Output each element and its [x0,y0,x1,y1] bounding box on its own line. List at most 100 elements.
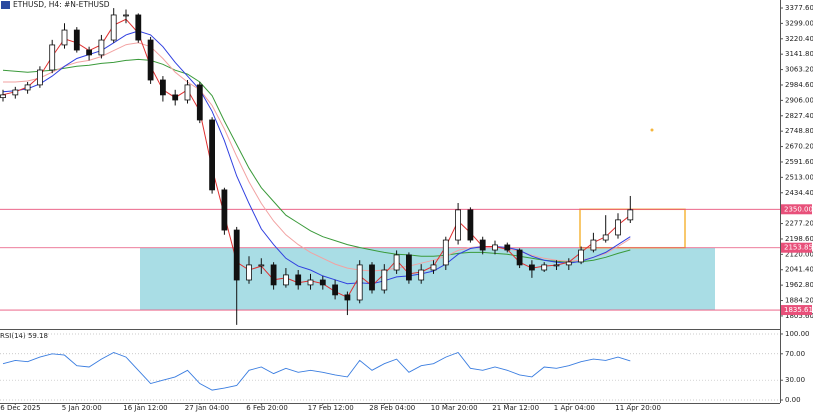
candle-body [442,239,449,266]
candle-body [615,219,621,236]
candle-body [147,39,154,81]
y-tick-label: 3377.60 [785,4,813,12]
candle-body [332,284,339,296]
candle-body [12,89,19,96]
candle-body [270,264,277,286]
y-tick-label: 3299.00 [785,19,813,27]
x-tick-label: 5 Jan 20:00 [62,404,102,412]
y-tick-label: 2984.60 [785,81,813,89]
candle-body [123,14,129,17]
x-tick-label: 6 Dec 2025 [0,404,40,412]
y-tick-label: 2827.40 [785,112,813,120]
candle-body [307,279,314,286]
candle-body [590,239,597,251]
candle-body [356,264,363,301]
candle-body [381,269,388,291]
moving-average [2,30,631,285]
candle-body [246,264,252,281]
y-tick-label: 2513.00 [785,173,813,181]
y-tick-label: 30.00 [785,376,805,384]
y-tick-label: 2434.40 [785,189,813,197]
x-tick-label: 28 Feb 04:00 [369,404,415,412]
candle-body [86,49,92,56]
candle-body [258,264,265,267]
y-tick-label: 70.00 [785,350,805,358]
moving-average [2,58,631,263]
y-tick-label: 2591.60 [785,158,813,166]
candle-body [209,119,216,191]
candle-body [61,29,68,46]
moving-average [3,42,631,272]
candle-body [319,279,326,286]
y-tick-label: 100.00 [785,330,810,338]
candle-body [467,209,474,241]
level-label-box [781,204,812,215]
candle-body [369,264,375,291]
candle-body [455,209,462,241]
candle-body [295,274,302,286]
candle-body [393,254,400,271]
y-tick-label: 2120.00 [785,250,813,258]
y-tick-label: 2748.80 [785,127,813,135]
moving-average [2,18,631,299]
candle-body [282,274,289,286]
candle-body [504,244,511,251]
candle-body [516,249,523,266]
candle-body [553,264,560,267]
y-tick-label: 1962.80 [785,281,813,289]
candle-body [0,94,6,99]
candle-body [492,244,498,251]
y-tick-label: 3141.80 [785,50,813,58]
symbol-icon [1,1,10,9]
candle-body [627,209,634,221]
candle-body [344,294,351,301]
x-tick-label: 17 Feb 12:00 [308,404,354,412]
candle-body [196,84,203,121]
candle-body [479,239,486,251]
candle-body [135,14,142,41]
level-label: 2153.85 [784,244,813,252]
candle-body [159,79,166,96]
candle-body [49,44,56,71]
candle-body [541,264,548,271]
x-tick-label: 16 Jan 12:00 [123,404,167,412]
candle-body [98,39,105,56]
x-tick-label: 21 Mar 12:00 [492,404,539,412]
level-label-box [781,305,812,316]
x-tick-label: 6 Feb 20:00 [246,404,287,412]
y-tick-label: 2041.40 [785,266,813,274]
candle-body [172,94,179,101]
y-tick-label: 2906.00 [785,96,813,104]
level-label: 2350.00 [784,205,813,213]
candle-body [233,229,240,281]
rsi-line [2,351,631,391]
y-tick-label: 1884.20 [785,297,813,305]
candle-body [405,254,412,281]
level-label-box [781,242,812,253]
y-tick-label: 3063.20 [785,66,813,74]
x-tick-label: 27 Jan 04:00 [185,404,229,412]
candle-body [529,264,535,271]
candle-body [221,189,228,231]
y-tick-label: 3220.40 [785,35,813,43]
candle-body [37,69,43,86]
y-tick-label: 1805.60 [785,312,813,320]
x-tick-label: 11 Apr 20:00 [615,404,661,412]
candle-body [430,264,437,271]
y-tick-label: 2277.20 [785,220,813,228]
rsi-title: RSI(14) 59.18 [0,332,48,340]
candle-body [565,261,572,266]
y-tick-label: 2670.20 [785,143,813,151]
marker-dot [650,128,654,132]
candle-body [184,84,191,101]
candle-body [24,84,31,91]
y-tick-label: 0.00 [785,396,801,404]
x-tick-label: 1 Apr 04:00 [554,404,595,412]
candle-body [602,234,609,241]
level-label: 1835.61 [784,306,813,314]
x-tick-label: 10 Mar 20:00 [431,404,478,412]
y-tick-label: 2198.60 [785,235,813,243]
candle-body [110,14,117,41]
